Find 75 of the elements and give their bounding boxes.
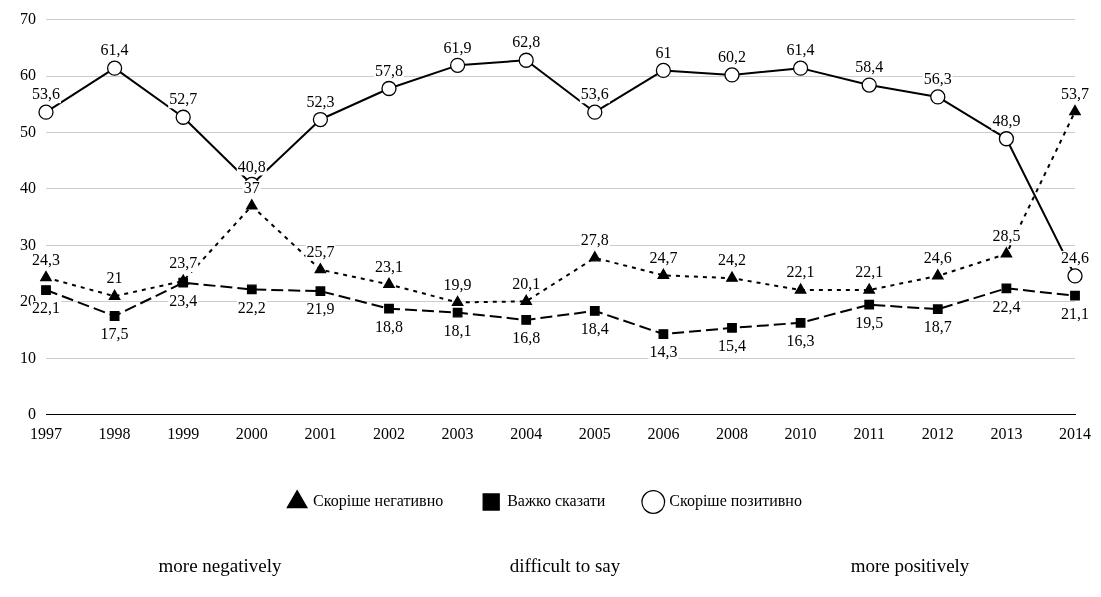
data-label: 61,4 xyxy=(786,41,815,59)
y-tick-label: 50 xyxy=(20,122,36,140)
data-label: 23,7 xyxy=(169,254,198,272)
data-label: 52,3 xyxy=(306,92,335,110)
data-label: 61,4 xyxy=(100,41,129,59)
x-tick-label: 2005 xyxy=(578,424,611,442)
text: difficult to say xyxy=(509,555,621,577)
data-label: 60,2 xyxy=(718,48,746,66)
data-label: 24,6 xyxy=(1061,249,1089,267)
data-label: 18,7 xyxy=(923,318,952,336)
data-label: 53,6 xyxy=(32,85,60,103)
x-tick-label: 2014 xyxy=(1059,424,1091,442)
data-label: 21,9 xyxy=(306,300,335,318)
x-tick-label: 2001 xyxy=(304,424,337,442)
x-tick-label: 2004 xyxy=(510,424,543,442)
legend-label: Важко сказати xyxy=(507,492,606,510)
data-label: 25,7 xyxy=(306,242,335,260)
data-label: 53,6 xyxy=(580,85,609,103)
data-label: 52,7 xyxy=(169,90,198,108)
data-label: 56,3 xyxy=(923,70,952,88)
x-tick-label: 2010 xyxy=(784,424,817,442)
data-label: 28,5 xyxy=(992,227,1021,245)
data-label: 23,1 xyxy=(375,257,403,275)
data-label: 16,8 xyxy=(512,329,541,347)
x-tick-label: 1998 xyxy=(98,424,131,442)
x-tick-label: 1997 xyxy=(30,424,62,442)
x-tick-label: 2002 xyxy=(373,424,405,442)
data-label: 58,4 xyxy=(855,58,884,76)
data-label: 48,9 xyxy=(992,111,1021,129)
data-label: 15,4 xyxy=(718,337,746,355)
data-label: 61 xyxy=(655,43,672,61)
x-tick-label: 2012 xyxy=(921,424,954,442)
data-label: 19,9 xyxy=(443,275,472,293)
data-label: 24,7 xyxy=(649,248,678,266)
data-label: 22,4 xyxy=(992,297,1021,315)
data-label: 23,4 xyxy=(169,291,198,309)
data-label: 27,8 xyxy=(580,231,609,249)
data-label: 22,2 xyxy=(237,298,266,316)
y-tick-label: 10 xyxy=(20,348,36,366)
y-tick-label: 40 xyxy=(20,179,36,197)
x-tick-label: 2008 xyxy=(716,424,748,442)
x-tick-label: 2000 xyxy=(235,424,268,442)
data-label: 24,2 xyxy=(718,251,746,269)
data-label: 18,8 xyxy=(375,317,403,335)
data-label: 24,6 xyxy=(923,249,952,267)
data-label: 21 xyxy=(106,269,123,287)
legend-label: Скоріше негативно xyxy=(313,492,444,511)
data-label: 22,1 xyxy=(855,263,884,281)
data-label: 14,3 xyxy=(649,343,678,361)
data-label: 22,1 xyxy=(786,263,815,281)
data-label: 62,8 xyxy=(512,33,541,51)
x-tick-label: 2011 xyxy=(853,424,885,442)
y-tick-label: 60 xyxy=(20,66,36,84)
x-tick-label: 2003 xyxy=(441,424,474,442)
data-label: 16,3 xyxy=(786,331,815,349)
x-tick-label: 2013 xyxy=(990,424,1023,442)
legend-label: Скоріше позитивно xyxy=(669,492,802,511)
text: more negatively xyxy=(158,555,282,577)
data-label: 40,8 xyxy=(237,157,266,175)
data-label: 61,9 xyxy=(443,38,472,56)
data-label: 20,1 xyxy=(512,274,541,292)
data-label: 18,1 xyxy=(443,321,472,339)
data-label: 21,1 xyxy=(1061,304,1089,322)
x-tick-label: 2006 xyxy=(647,424,680,442)
data-label: 18,4 xyxy=(580,320,609,338)
data-label: 17,5 xyxy=(100,325,129,343)
x-tick-label: 1999 xyxy=(167,424,200,442)
y-tick-label: 70 xyxy=(20,9,36,27)
y-tick-label: 0 xyxy=(28,405,36,422)
data-label: 24,3 xyxy=(32,250,60,268)
data-label: 57,8 xyxy=(375,61,403,79)
text: more positively xyxy=(850,555,970,577)
y-tick-label: 30 xyxy=(20,235,36,253)
data-label: 53,7 xyxy=(1061,84,1089,102)
data-label: 19,5 xyxy=(855,313,884,331)
